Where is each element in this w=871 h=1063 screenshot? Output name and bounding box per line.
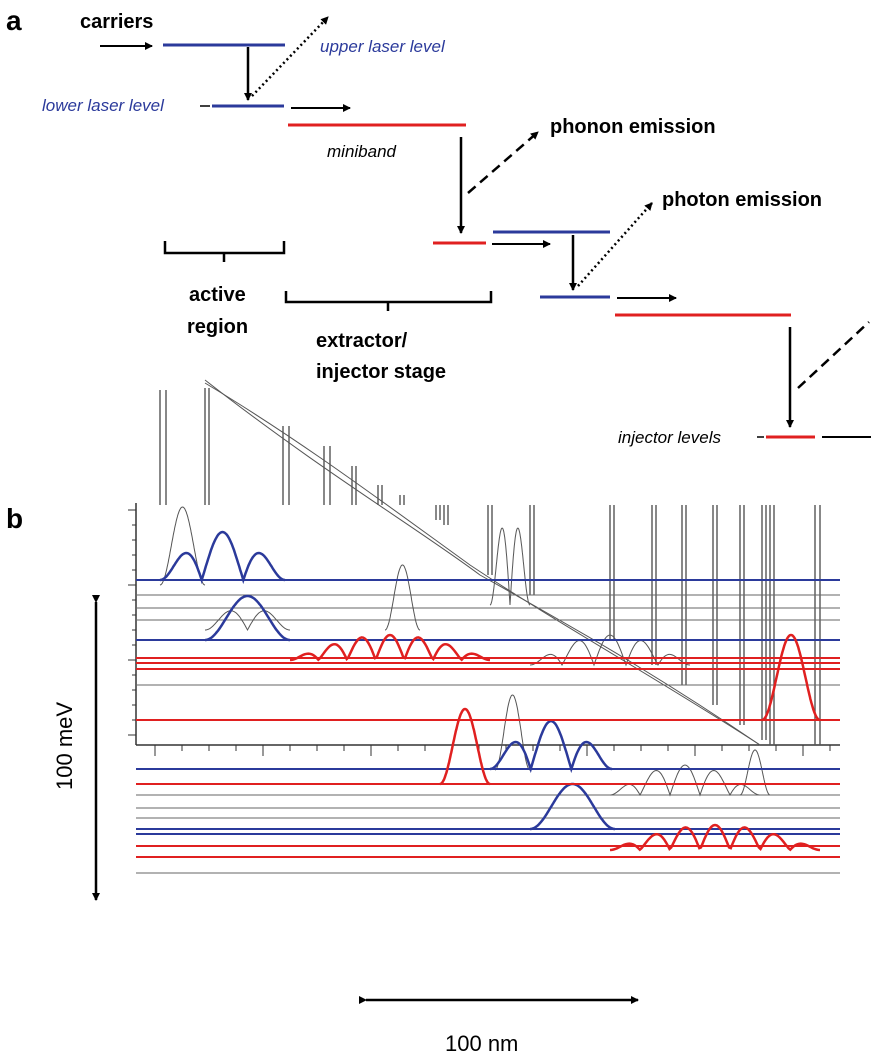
label-lower-laser-level: lower laser level	[42, 96, 165, 115]
red-wave	[289, 633, 491, 662]
label-phonon-emission: phonon emission	[550, 116, 716, 138]
brace-active-region	[163, 241, 286, 262]
gray-wavefunctions	[159, 506, 770, 797]
label-extractor-line2: injector stage	[316, 361, 446, 383]
gray-wave	[609, 764, 761, 797]
red-wave	[609, 823, 821, 852]
gray-wave	[385, 564, 420, 631]
red-wave	[439, 707, 491, 786]
x-axis-ticks	[154, 745, 831, 756]
band-edge	[204, 382, 761, 746]
label-injector-levels: injector levels	[618, 428, 721, 447]
red-wave	[761, 633, 821, 722]
label-miniband: miniband	[327, 142, 397, 161]
arrow-phonon-dashed-1	[467, 131, 539, 194]
blue-wave	[530, 782, 615, 831]
band-diagram-plot	[128, 379, 840, 874]
gray-wave	[489, 527, 531, 606]
arrow-photon-dotted-1	[251, 16, 329, 97]
laser-wavefunctions	[136, 530, 840, 858]
arrow-photon-dotted-2	[577, 202, 653, 287]
label-extractor-line1: extractor/	[316, 330, 408, 352]
y-axis-ticks	[128, 509, 136, 736]
gray-wave	[205, 610, 290, 632]
panel-b-letter: b	[6, 503, 23, 534]
arrow-phonon-dashed-2	[797, 321, 870, 389]
barrier-lines	[159, 382, 821, 746]
length-scale-label: 100 nm	[445, 1031, 518, 1056]
label-active-line2: region	[187, 316, 248, 338]
gray-subband-levels	[136, 594, 840, 874]
brace-extractor-stage	[284, 291, 493, 311]
energy-scale-label: 100 meV	[52, 702, 77, 790]
panel-a-letter: a	[6, 5, 22, 36]
blue-wave	[159, 530, 286, 585]
gray-wave	[740, 749, 770, 796]
label-photon-emission: photon emission	[662, 189, 822, 211]
blue-wave	[205, 594, 290, 642]
label-active-line1: active	[189, 284, 246, 306]
label-upper-laser-level: upper laser level	[320, 37, 446, 56]
label-carriers: carriers	[80, 11, 153, 33]
band-edge-curve	[204, 379, 761, 746]
